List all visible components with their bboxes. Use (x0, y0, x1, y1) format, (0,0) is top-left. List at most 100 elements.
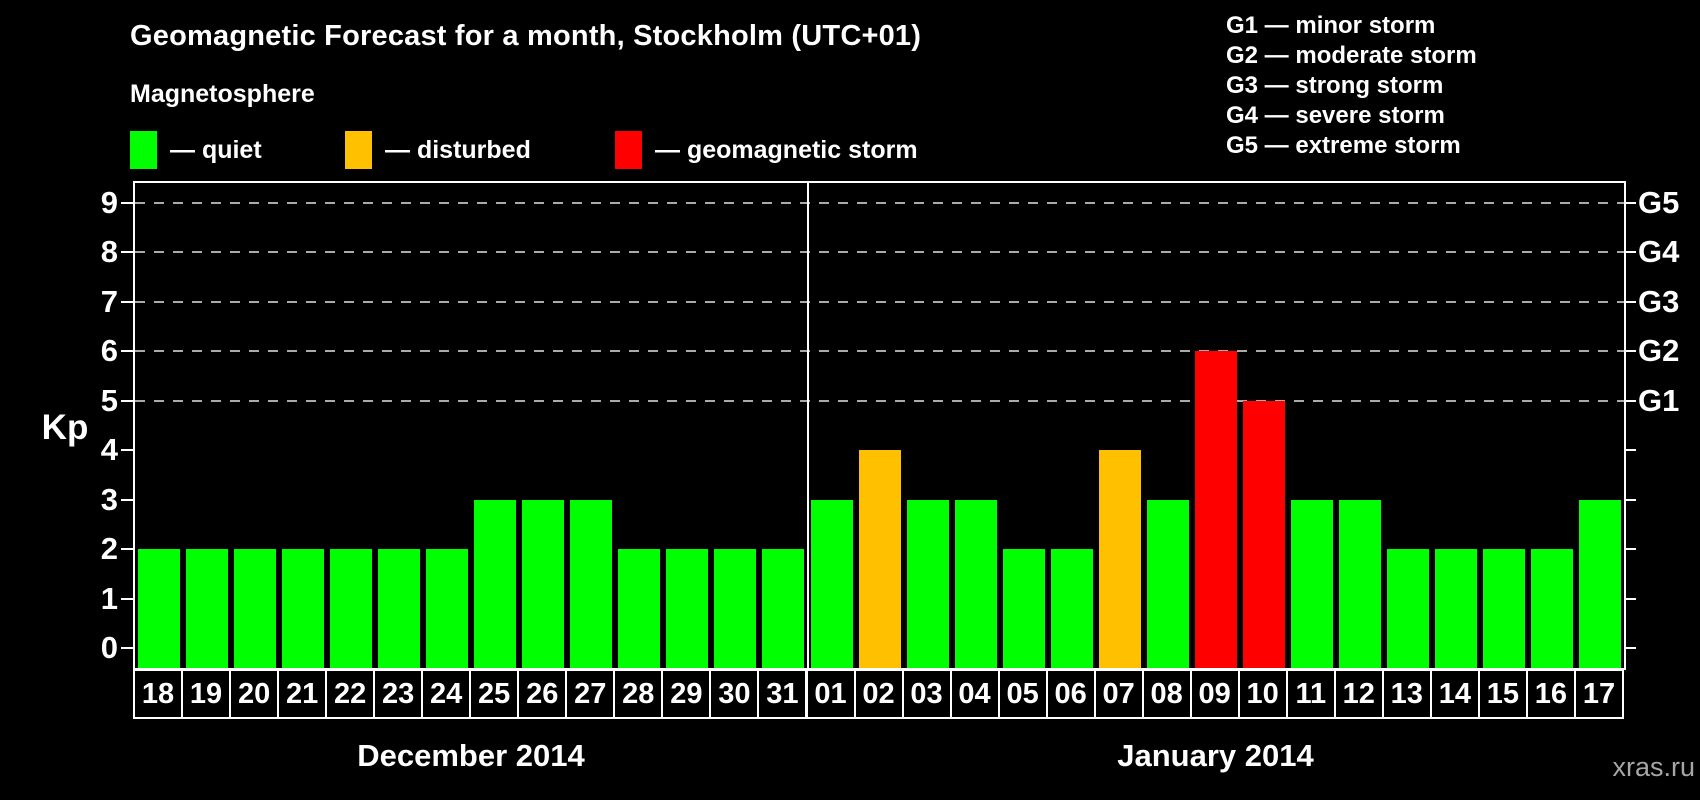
g-scale-legend: G1 — minor storm G2 — moderate storm G3 … (1226, 11, 1477, 161)
y-tick-left-6 (121, 350, 133, 353)
y-axis-title: Kp (41, 408, 89, 447)
y-tick-left-0 (121, 647, 133, 650)
kp-bar-02 (858, 450, 901, 668)
watermark: xras.ru (1612, 752, 1695, 782)
kp-bar-26 (522, 499, 565, 668)
day-cell-11: 11 (1285, 669, 1336, 719)
kp-bar-01 (810, 499, 853, 668)
kp-bar-12 (1338, 499, 1381, 668)
g-axis-label-G3: G3 (1638, 283, 1680, 319)
day-cell-10: 10 (1237, 669, 1288, 719)
kp-bar-04 (954, 499, 997, 668)
kp-bar-24 (426, 549, 469, 668)
kp-bar-14 (1434, 549, 1477, 668)
legend-item-storm: — geomagnetic storm (615, 131, 918, 169)
kp-bar-31 (762, 549, 805, 668)
day-cell-08: 08 (1141, 669, 1192, 719)
day-cell-19: 19 (181, 669, 231, 719)
day-cell-27: 27 (565, 669, 616, 719)
quiet-swatch-icon (130, 131, 157, 169)
g-axis-label-G1: G1 (1638, 382, 1680, 418)
y-tick-left-1 (121, 597, 133, 600)
legend-item-disturbed: — disturbed (345, 131, 531, 169)
day-cell-16: 16 (1525, 669, 1576, 719)
kp-bar-25 (474, 499, 517, 668)
kp-bar-21 (282, 549, 325, 668)
kp-bar-07 (1098, 450, 1141, 668)
day-cell-25: 25 (469, 669, 520, 719)
month-label-december: December 2014 (357, 738, 585, 773)
day-cell-13: 13 (1381, 669, 1432, 719)
day-cell-12: 12 (1333, 669, 1384, 719)
legend-label: — geomagnetic storm (655, 135, 918, 164)
y-tick-label-5: 5 (100, 382, 118, 418)
kp-bar-23 (378, 549, 421, 668)
day-cell-28: 28 (613, 669, 664, 719)
kp-bar-15 (1482, 549, 1525, 668)
day-cell-22: 22 (325, 669, 376, 719)
kp-bar-08 (1146, 499, 1189, 668)
y-tick-right-4 (1624, 449, 1636, 452)
kp-bar-18 (138, 549, 180, 668)
y-tick-label-1: 1 (100, 580, 118, 616)
month-label-january: January 2014 (1117, 738, 1314, 773)
kp-bar-10 (1242, 400, 1285, 668)
y-tick-left-9 (121, 201, 133, 204)
kp-bar-22 (330, 549, 373, 668)
chart-title: Geomagnetic Forecast for a month, Stockh… (130, 20, 922, 52)
disturbed-swatch-icon (345, 131, 372, 169)
y-tick-label-9: 9 (100, 184, 118, 220)
month-divider (806, 183, 809, 668)
y-tick-right-3 (1624, 498, 1636, 501)
day-cell-04: 04 (949, 669, 1000, 719)
day-cell-15: 15 (1477, 669, 1528, 719)
y-tick-right-8 (1624, 251, 1636, 254)
legend-label: — disturbed (385, 135, 531, 164)
gridline-kp7 (135, 300, 1624, 303)
y-tick-left-8 (121, 251, 133, 254)
kp-bar-11 (1290, 499, 1333, 668)
g-legend-line: G2 — moderate storm (1226, 42, 1477, 69)
day-cell-17: 17 (1574, 669, 1624, 719)
y-tick-right-9 (1624, 201, 1636, 204)
y-tick-left-5 (121, 399, 133, 402)
kp-bar-30 (714, 549, 757, 668)
kp-bar-05 (1002, 549, 1045, 668)
day-cell-02: 02 (853, 669, 904, 719)
day-cell-21: 21 (277, 669, 328, 719)
y-tick-label-6: 6 (100, 333, 118, 369)
y-tick-label-2: 2 (100, 531, 118, 567)
kp-bar-13 (1386, 549, 1429, 668)
kp-bar-06 (1050, 549, 1093, 668)
g-legend-line: G5 — extreme storm (1226, 132, 1461, 159)
g-legend-line: G3 — strong storm (1226, 72, 1444, 99)
y-tick-left-7 (121, 300, 133, 303)
day-cell-23: 23 (373, 669, 424, 719)
day-cell-31: 31 (757, 669, 808, 719)
gridline-kp9 (135, 201, 1624, 204)
kp-bar-27 (570, 499, 613, 668)
y-tick-left-3 (121, 498, 133, 501)
g-axis-label-G2: G2 (1638, 333, 1680, 369)
y-tick-left-4 (121, 449, 133, 452)
y-tick-right-7 (1624, 300, 1636, 303)
kp-bar-20 (234, 549, 277, 668)
day-cell-06: 06 (1045, 669, 1096, 719)
kp-bar-17 (1579, 499, 1621, 668)
y-tick-label-8: 8 (100, 234, 118, 270)
y-tick-right-2 (1624, 548, 1636, 551)
day-cell-30: 30 (709, 669, 760, 719)
plot-area (133, 181, 1626, 670)
g-legend-line: G1 — minor storm (1226, 12, 1436, 39)
day-cell-24: 24 (421, 669, 472, 719)
y-tick-right-1 (1624, 597, 1636, 600)
y-tick-left-2 (121, 548, 133, 551)
y-tick-right-0 (1624, 647, 1636, 650)
legend-item-quiet: — quiet (130, 131, 262, 169)
gridline-kp6 (135, 350, 1624, 353)
day-cell-01: 01 (805, 669, 856, 719)
y-tick-label-7: 7 (100, 283, 118, 319)
g-legend-line: G4 — severe storm (1226, 102, 1445, 129)
day-cell-05: 05 (997, 669, 1048, 719)
